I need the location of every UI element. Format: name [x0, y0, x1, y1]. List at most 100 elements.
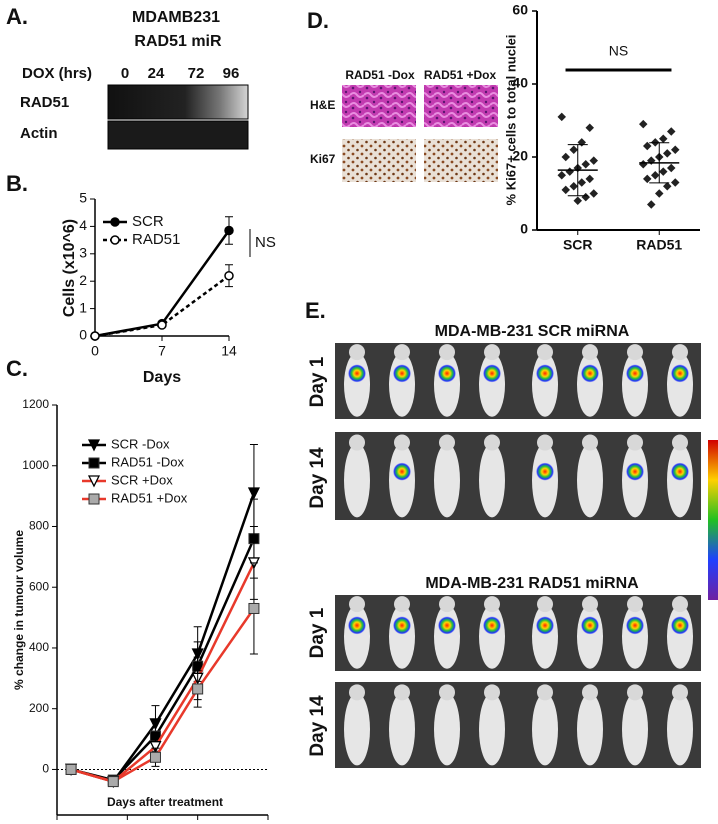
- data-point: [589, 156, 598, 165]
- signal: [438, 364, 456, 383]
- legend-marker: [88, 493, 100, 505]
- mouse-head: [349, 434, 365, 451]
- annotation: NS: [255, 234, 276, 251]
- data-point: [573, 196, 582, 206]
- y-tick-label: 3: [79, 245, 87, 261]
- mouse-head: [627, 434, 643, 451]
- data-point: [577, 178, 586, 187]
- mouse-head: [484, 434, 500, 451]
- data-point: [651, 171, 660, 180]
- data-point: [639, 160, 648, 169]
- y-tick-label: 0: [520, 221, 528, 237]
- x-tick-label: 7: [158, 343, 166, 359]
- data-point: [655, 189, 664, 198]
- column-label: RAD51 -Dox: [345, 68, 415, 82]
- mouse-head: [349, 596, 365, 613]
- mouse: [577, 443, 603, 518]
- mouse-head: [439, 434, 455, 451]
- x-tick-label: 0: [91, 343, 99, 359]
- mouse-head: [439, 596, 455, 613]
- y-tick-label: 1200: [22, 397, 49, 411]
- signal: [536, 364, 554, 383]
- mouse: [577, 604, 603, 669]
- data-point: [585, 174, 594, 184]
- mouse: [479, 443, 505, 518]
- data-point: [565, 167, 574, 176]
- y-tick-label: 0: [79, 327, 87, 343]
- row-label: Day 1: [307, 356, 328, 407]
- y-tick-label: 2: [79, 272, 87, 288]
- x-axis-label: Days: [143, 369, 181, 386]
- histology-image: [342, 85, 416, 127]
- signal: [536, 616, 554, 635]
- column-label: RAD51 +Dox: [424, 68, 497, 82]
- mouse: [479, 352, 505, 417]
- panel-label: E.: [305, 298, 326, 323]
- mouse-head: [672, 684, 688, 701]
- mouse-head: [582, 434, 598, 451]
- legend-label: SCR -Dox: [111, 436, 170, 451]
- dox-value: 24: [148, 65, 165, 82]
- y-tick-label: 1000: [22, 458, 49, 472]
- mouse-head: [439, 344, 455, 361]
- mouse: [434, 443, 460, 518]
- legend-label: SCR +Dox: [111, 472, 173, 487]
- data-point: [647, 200, 656, 209]
- sd-bar: [567, 144, 588, 197]
- y-tick-label: 1: [79, 299, 87, 315]
- mouse-head: [349, 684, 365, 701]
- color-scale: [708, 440, 718, 600]
- annotation: NS: [609, 43, 628, 59]
- mouse: [344, 693, 370, 766]
- signal: [536, 462, 554, 481]
- data-point: [247, 487, 260, 500]
- mouse: [622, 604, 648, 669]
- mouse-head: [672, 596, 688, 613]
- panel-label: C.: [6, 356, 28, 381]
- data-point: [224, 270, 234, 281]
- data-point: [667, 127, 676, 136]
- y-axis-label: Cells (x10^6): [61, 219, 78, 317]
- mouse-head: [484, 344, 500, 361]
- signal: [626, 462, 644, 481]
- mouse: [434, 604, 460, 669]
- signal: [671, 364, 689, 383]
- data-point: [557, 112, 566, 122]
- legend-label: RAD51: [132, 231, 180, 248]
- data-point: [577, 138, 586, 147]
- y-tick-label: 800: [29, 519, 49, 533]
- mouse: [479, 604, 505, 669]
- mouse: [389, 604, 415, 669]
- mouse-head: [484, 684, 500, 701]
- mouse-head: [627, 344, 643, 361]
- data-point: [647, 156, 656, 165]
- y-tick-label: 60: [512, 2, 528, 18]
- mouse-head: [537, 684, 553, 701]
- group-title: MDA-MB-231 RAD51 miRNA: [425, 575, 639, 592]
- panel-label: A.: [6, 4, 28, 29]
- data-point: [569, 145, 578, 154]
- y-axis-label: % Ki67+ cells to total nuclei: [503, 35, 518, 206]
- data-point: [671, 178, 680, 187]
- data-point: [557, 171, 566, 180]
- mouse: [667, 604, 693, 669]
- mouse: [389, 693, 415, 766]
- mouse-head: [394, 684, 410, 701]
- series-line: [70, 492, 256, 784]
- histology-image: [342, 139, 416, 182]
- row-label: Ki67: [310, 152, 336, 166]
- data-point: [224, 225, 234, 236]
- blot-title: RAD51 miR: [134, 33, 222, 50]
- mouse-head: [537, 434, 553, 451]
- mouse: [344, 352, 370, 417]
- signal: [671, 616, 689, 635]
- data-point: [107, 776, 119, 788]
- mouse: [434, 693, 460, 766]
- western-blot: [107, 84, 249, 120]
- mouse: [389, 352, 415, 417]
- mouse: [344, 443, 370, 518]
- x-axis-label: Days after treatment: [107, 795, 223, 809]
- mouse-head: [672, 434, 688, 451]
- legend-marker: [88, 457, 100, 469]
